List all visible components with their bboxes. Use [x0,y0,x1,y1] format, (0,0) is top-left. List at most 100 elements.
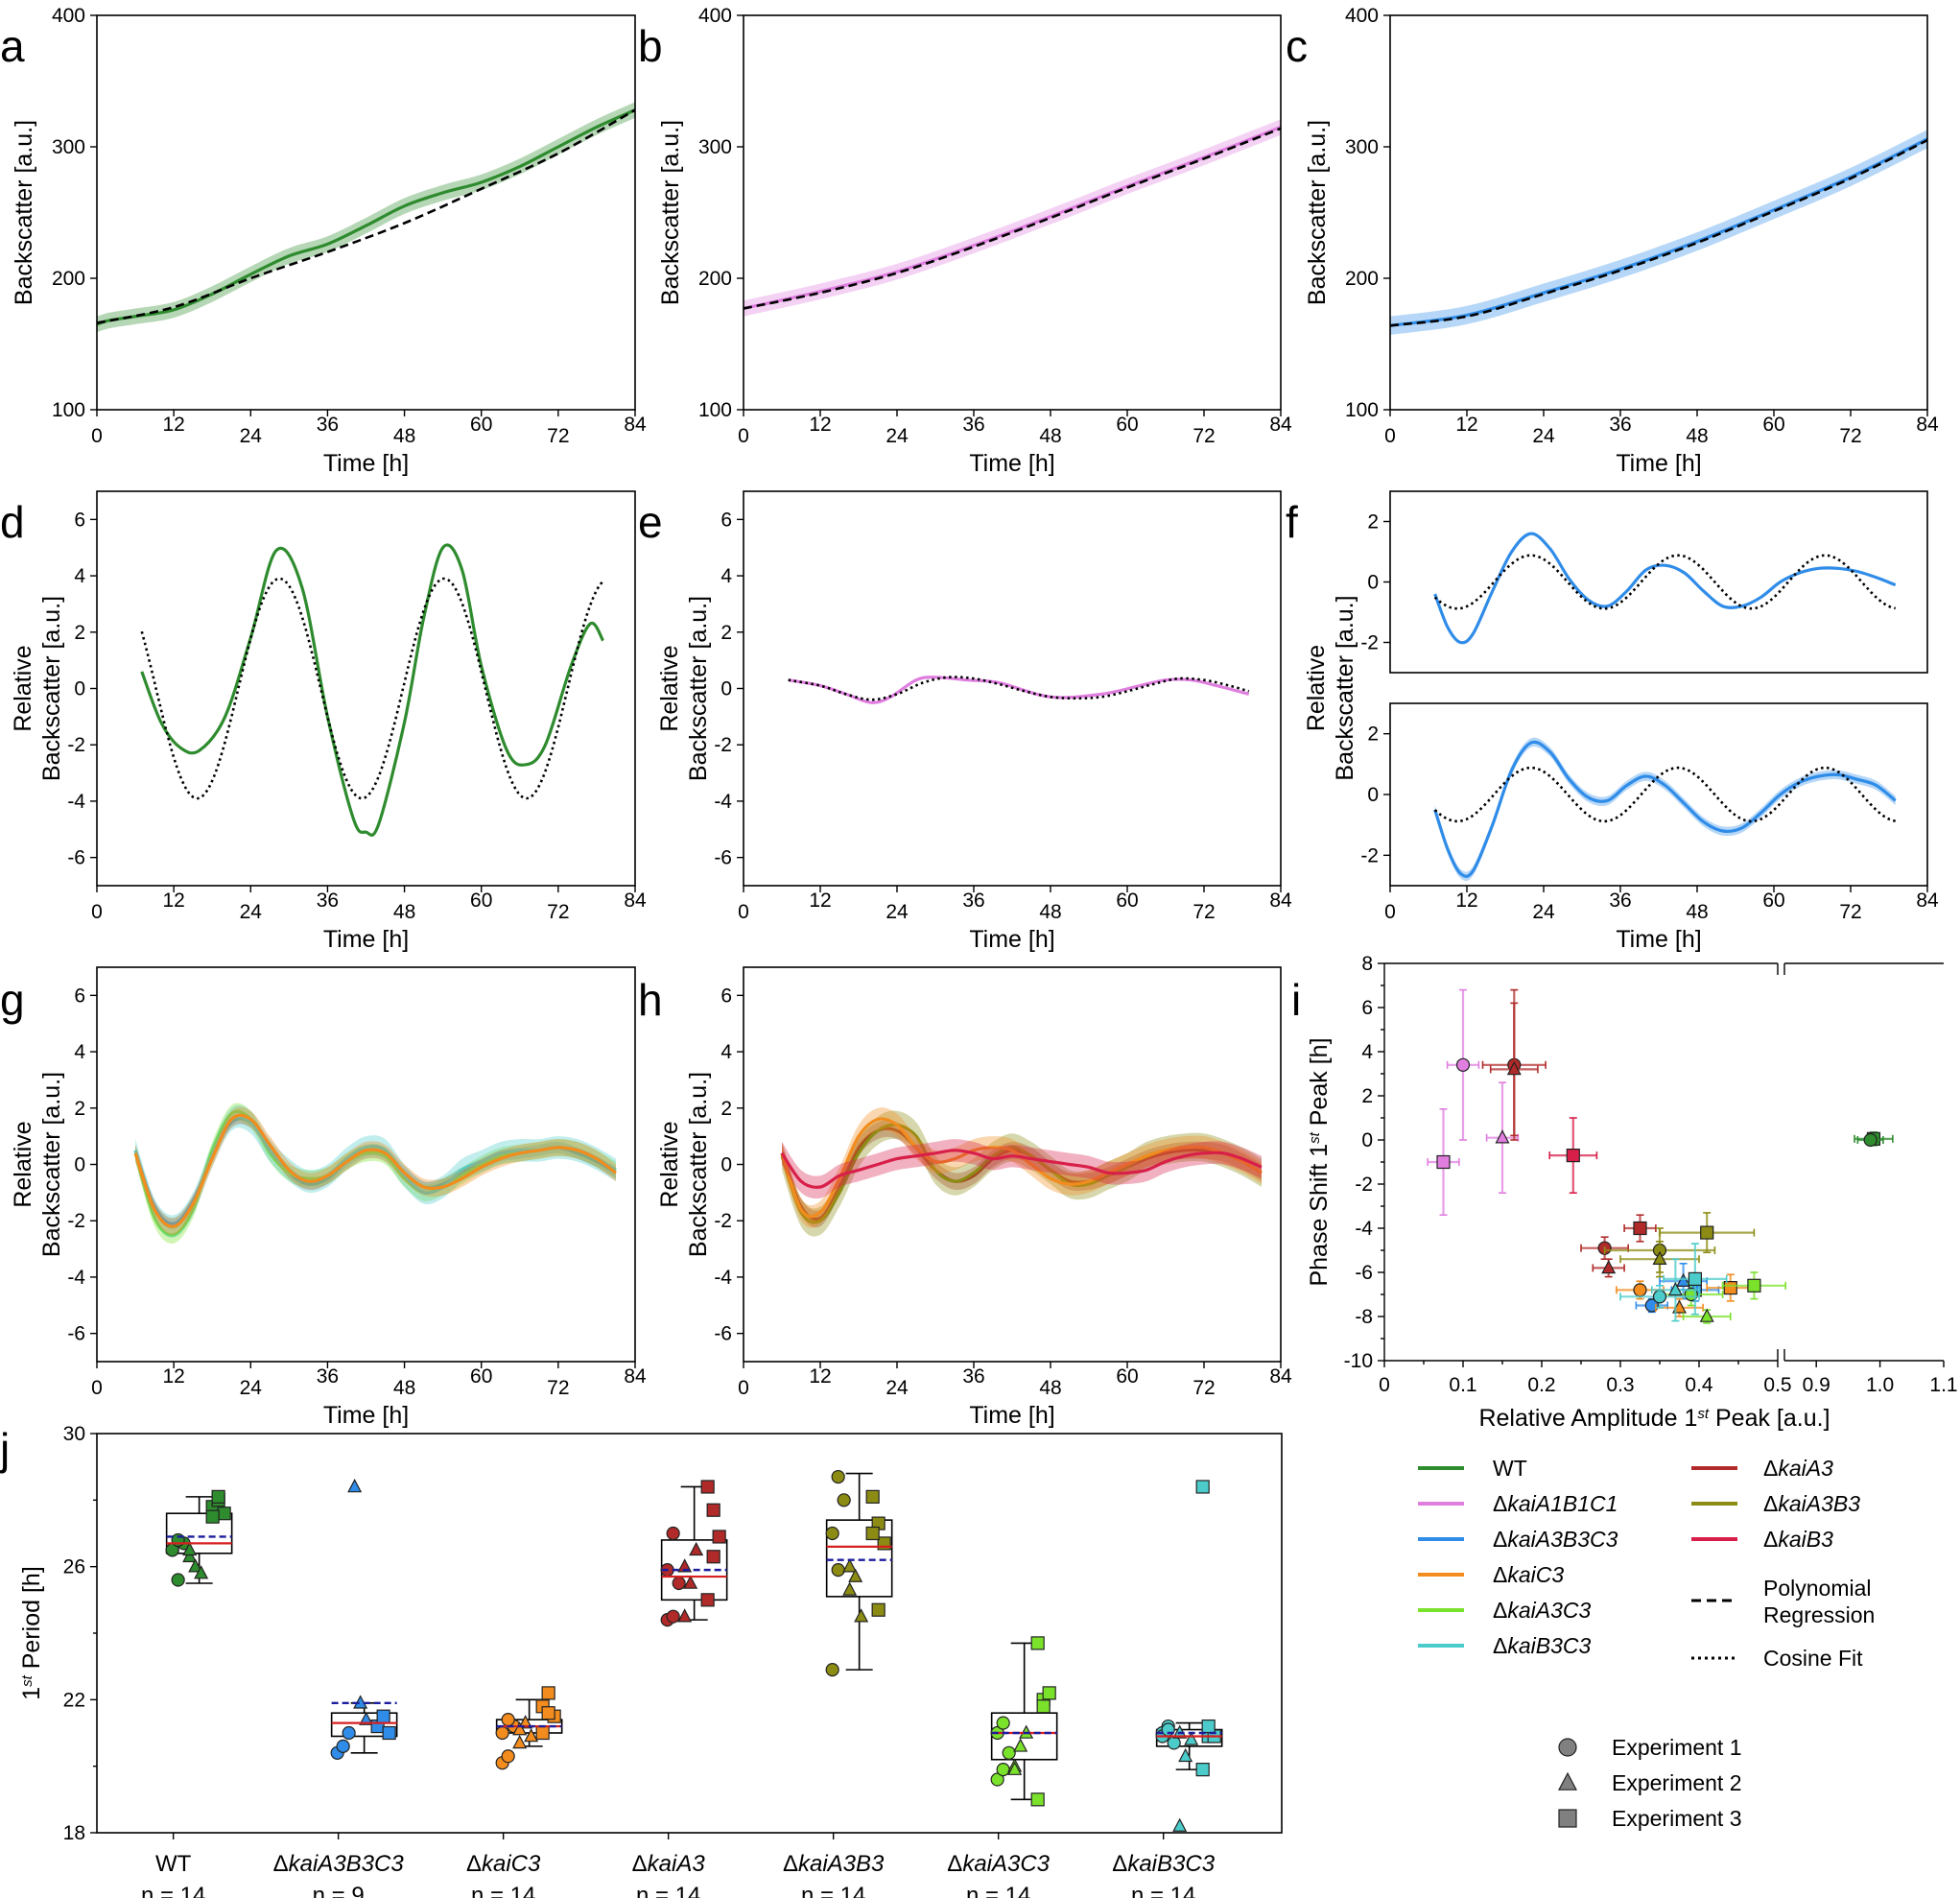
x-tick-label: 48 [393,1377,415,1399]
y-tick-label: 0 [720,1154,732,1176]
box-group: ΔkaiA3C3 n = 14 [947,1636,1058,1898]
y-tick-label: 200 [698,268,732,290]
y-tick-label: 4 [74,565,85,587]
x-tick-label: 24 [240,1377,263,1399]
x-axis-label: Time [h] [323,450,409,477]
plot-frame [1389,14,1928,411]
data-point [1485,1081,1520,1194]
x-tick-label: 0 [738,901,749,923]
circle-point [831,1563,845,1578]
box-group: WT n = 14 [141,1489,233,1898]
x-tick-label: 24 [886,901,909,923]
x-tick-label: 48 [393,425,415,447]
y-tick-label: -4 [714,1267,732,1289]
triangle-point [689,1541,704,1556]
x-tick-label: 12 [809,1365,831,1388]
y-axis-label: RelativeBackscatter [a.u.] [10,596,65,781]
y-tick-label: 300 [52,136,85,158]
category-label: ΔkaiA3B3 [783,1851,885,1877]
y-tick-label: 4 [720,565,732,587]
x-tick-label: 24 [1532,901,1555,923]
panel-letter: b [638,21,663,71]
legend-label: ΔkaiB3C3 [1493,1633,1592,1658]
plot-frame [96,1433,1283,1834]
series-line [140,543,604,837]
x-axis-label: Time [h] [969,450,1054,477]
y-tick-label: -2 [714,1210,732,1232]
circle-point [1167,1736,1181,1750]
circle-point [666,1609,680,1624]
x-tick-label: 36 [1609,890,1631,912]
x-tick-label: 84 [624,1365,647,1388]
triangle-point [194,1565,209,1579]
panel-letter: c [1286,21,1308,71]
x-axis-label: Time [h] [323,1402,409,1429]
y-tick-label: -4 [67,1267,85,1289]
plot-area [780,1107,1263,1237]
confidence-band [744,119,1281,317]
data-point [1623,1214,1657,1243]
x-tick-label: 72 [1193,1377,1215,1399]
box [330,1712,398,1738]
x-tick-label: 24 [240,901,263,923]
x-axis-label: Time [h] [323,926,409,953]
y-axis-label: RelativeBackscatter [a.u.] [1303,595,1358,780]
x-tick-label: 84 [1269,1365,1292,1388]
circle-marker [1863,1132,1877,1148]
y-tick-label: 2 [74,622,85,644]
y-tick-label: 200 [1345,268,1379,290]
square-point [1036,1699,1051,1714]
data-point [1489,1002,1539,1137]
square-point [1195,1480,1210,1494]
y-tick-label: 300 [698,136,732,158]
legend-label: Experiment 1 [1612,1735,1742,1760]
plot-area [1433,532,1897,645]
legend-circle-icon [1558,1738,1577,1757]
triangle-marker [1506,1060,1522,1076]
square-point [205,1509,220,1524]
square-marker [1436,1154,1451,1170]
x-tick-label: 12 [162,890,184,912]
x-tick-label: 48 [1039,425,1061,447]
y-axis-label: RelativeBackscatter [a.u.] [656,1072,712,1257]
triangle-marker [1699,1308,1714,1322]
y-tick-label: 0 [74,1154,85,1176]
category-n: n = 14 [141,1883,205,1898]
legend-label: Polynomial [1763,1576,1872,1601]
legend-square-icon [1558,1809,1577,1828]
panel-b: 0 12 24 36 48 60 72 84 100 200 300 400 Time [h] Backs… [638,5,1292,477]
y-axis-label: 1st Period [h] [18,1566,45,1700]
panel-f1: -2 0 2 RelativeBackscatter [a.u.]f [1286,490,1928,781]
y-tick-label: -6 [1355,1262,1373,1284]
y-axis-label: Backscatter [a.u.] [657,120,684,305]
legend-label: Regression [1763,1602,1875,1627]
data-point [1548,1117,1598,1194]
y-tick-label: 400 [1345,5,1379,27]
triangle-point [1172,1817,1188,1832]
square-point [871,1602,886,1617]
x-tick-label: 72 [1193,425,1215,447]
x-axis-label: Time [h] [1616,926,1701,953]
square-point [1030,1636,1045,1650]
x-tick-label: 12 [162,1365,184,1388]
x-tick-label: 72 [547,425,569,447]
circle-point [831,1469,845,1484]
legend-label: ΔkaiA3B3 [1763,1491,1860,1516]
y-tick-label: -8 [1355,1306,1373,1328]
category-label: ΔkaiA3C3 [947,1851,1050,1877]
panel-f2: 0 12 24 36 48 60 72 84 -2 0 2 Time [h] [1360,702,1939,953]
x-tick-label: 0.4 [1685,1374,1713,1396]
x-axis-label: Relative Amplitude 1st Peak [a.u.] [1478,1405,1830,1432]
x-tick-label: 48 [1686,425,1708,447]
circle-point [825,1526,839,1541]
square-point [1201,1719,1216,1734]
y-axis-label: RelativeBackscatter [a.u.] [10,1072,65,1257]
x-tick-label: 84 [624,890,647,912]
triangle-marker [1495,1129,1510,1144]
y-tick-label: -6 [714,847,732,869]
y-tick-label: 0 [74,678,85,700]
y-tick-label: 8 [1361,953,1373,975]
x-tick-label: 84 [624,414,647,436]
triangle-point [182,1541,198,1556]
